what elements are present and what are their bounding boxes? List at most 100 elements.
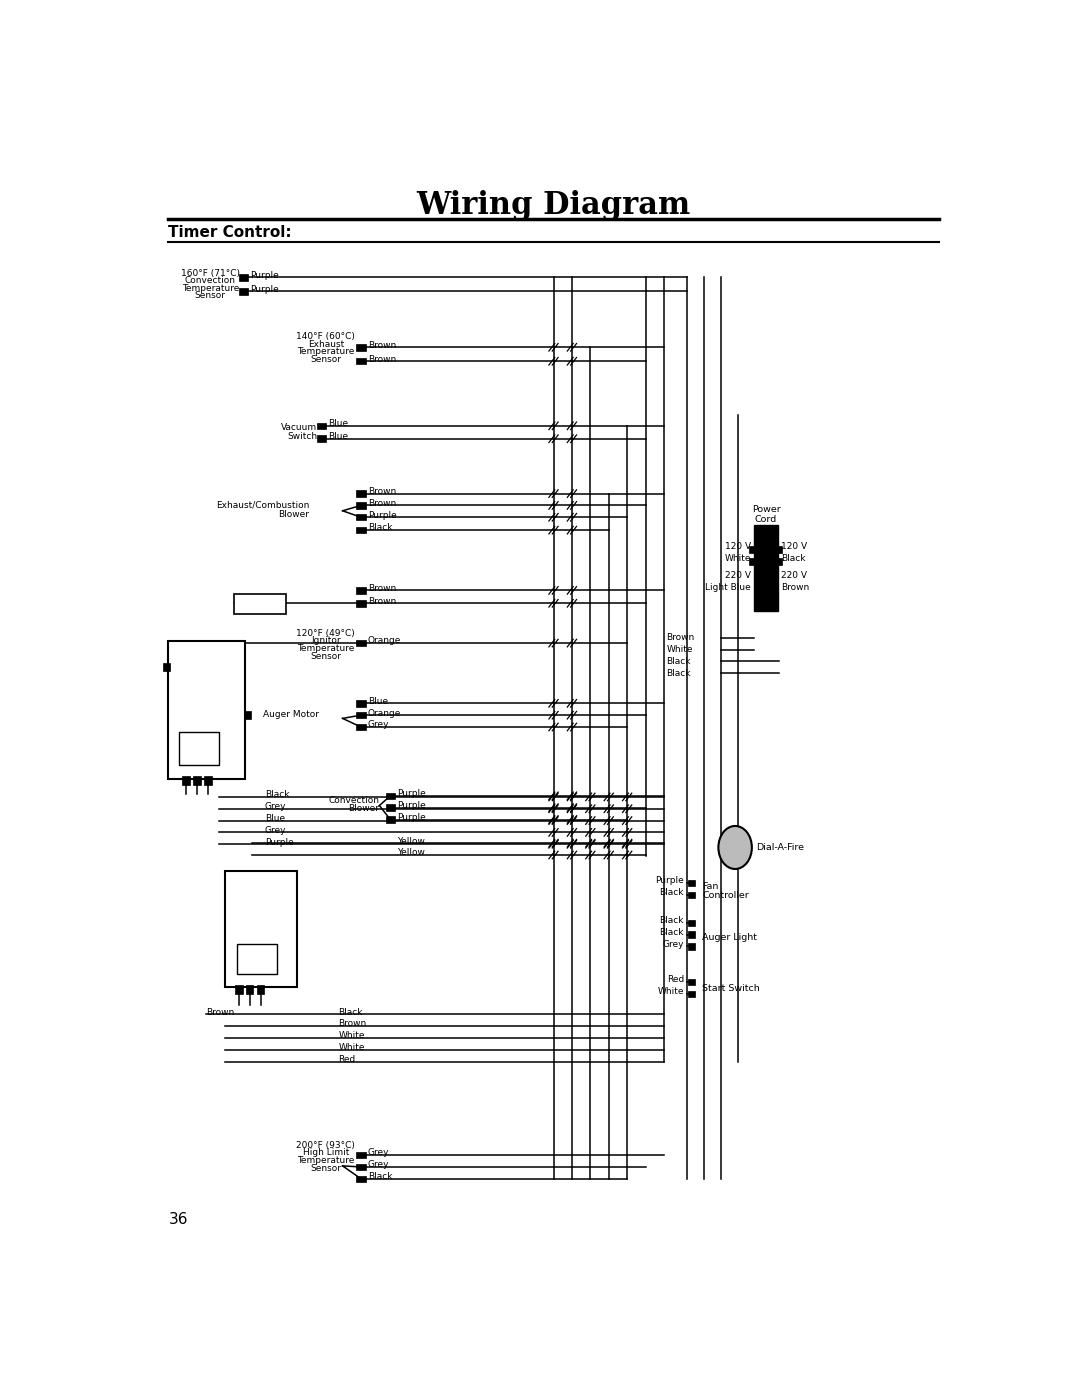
Text: White: White: [658, 988, 684, 996]
Text: 120 V: 120 V: [725, 542, 751, 550]
Text: Purple: Purple: [265, 838, 294, 847]
Bar: [244, 711, 251, 719]
Bar: [233, 594, 285, 615]
Text: Vacuum: Vacuum: [282, 423, 318, 433]
Bar: [356, 587, 366, 594]
Text: Start-Up: Start-Up: [239, 919, 282, 929]
Bar: [688, 979, 696, 985]
Text: Black: Black: [660, 888, 684, 897]
Text: Black: Black: [666, 669, 691, 678]
Bar: [386, 805, 395, 810]
Text: Purple: Purple: [251, 285, 280, 293]
Text: Brown: Brown: [367, 341, 396, 349]
Bar: [775, 546, 782, 553]
Bar: [163, 664, 171, 671]
Text: Switch: Switch: [287, 432, 318, 441]
Text: Purple: Purple: [367, 510, 396, 520]
Bar: [239, 274, 248, 281]
Text: Sensor: Sensor: [310, 1164, 341, 1172]
Text: Temperature: Temperature: [297, 644, 354, 652]
Bar: [386, 816, 395, 823]
Bar: [688, 943, 696, 950]
Text: White: White: [725, 553, 751, 563]
Bar: [235, 985, 243, 993]
Bar: [750, 546, 756, 553]
Text: Brown: Brown: [338, 1020, 366, 1028]
Text: Brown: Brown: [367, 355, 396, 363]
Text: Grey: Grey: [265, 802, 286, 812]
Text: Temperature: Temperature: [297, 346, 354, 356]
Bar: [688, 919, 696, 926]
Bar: [356, 700, 366, 707]
Text: 200°F (93°C): 200°F (93°C): [296, 1141, 355, 1150]
Text: Start Switch: Start Switch: [702, 983, 760, 993]
Bar: [688, 990, 696, 997]
Text: Blower: Blower: [278, 510, 309, 518]
Text: Black: Black: [367, 1172, 392, 1180]
Text: Ignitor: Ignitor: [311, 637, 340, 645]
Bar: [356, 502, 366, 509]
Text: Sensor: Sensor: [194, 291, 226, 300]
Text: Brown: Brown: [367, 499, 396, 507]
Text: Black: Black: [666, 657, 691, 666]
Bar: [257, 985, 265, 993]
Text: Purple: Purple: [251, 271, 280, 279]
Text: Brown: Brown: [781, 583, 809, 592]
Text: Timer Control:: Timer Control:: [168, 225, 292, 240]
Text: Purple: Purple: [397, 800, 426, 810]
Bar: [239, 288, 248, 295]
Text: Temperature: Temperature: [181, 284, 239, 292]
Text: Purple: Purple: [397, 789, 426, 798]
Bar: [356, 358, 366, 365]
Text: Grey: Grey: [367, 1148, 389, 1158]
Text: White: White: [338, 1031, 365, 1041]
Text: 160°F (71°C): 160°F (71°C): [180, 268, 240, 278]
Text: Grey: Grey: [662, 940, 684, 949]
Text: Temperature: Temperature: [297, 1155, 354, 1165]
Text: Timer: Timer: [192, 710, 221, 719]
Text: Brown: Brown: [367, 584, 396, 592]
Text: Convection: Convection: [328, 796, 379, 805]
Text: Orange: Orange: [367, 637, 401, 645]
Bar: [178, 732, 218, 764]
Text: 120°F (49°C): 120°F (49°C): [297, 629, 355, 638]
Text: 36: 36: [168, 1213, 188, 1227]
Bar: [754, 525, 778, 610]
Text: Light Blue: Light Blue: [705, 583, 751, 592]
Text: Auger: Auger: [191, 698, 222, 708]
Bar: [688, 891, 696, 898]
Bar: [356, 490, 366, 497]
Text: Controller: Controller: [702, 891, 750, 901]
Bar: [318, 422, 326, 429]
Text: 220 V: 220 V: [725, 571, 751, 580]
Text: Grey: Grey: [367, 721, 389, 729]
Text: Purple: Purple: [397, 813, 426, 821]
Text: Convection: Convection: [185, 277, 235, 285]
Bar: [183, 777, 190, 785]
Bar: [356, 1153, 366, 1158]
Bar: [356, 640, 366, 647]
Bar: [238, 944, 278, 975]
Text: Power: Power: [752, 506, 781, 514]
Text: Grey: Grey: [367, 1161, 389, 1169]
Bar: [688, 932, 696, 937]
Text: Cord: Cord: [755, 515, 778, 524]
Bar: [193, 777, 201, 785]
Text: Black: Black: [660, 928, 684, 937]
Text: Sensor: Sensor: [310, 355, 341, 363]
Text: Red: Red: [666, 975, 684, 985]
Bar: [356, 514, 366, 521]
Text: Wiring Diagram: Wiring Diagram: [417, 190, 690, 221]
Text: Black: Black: [660, 916, 684, 925]
Text: 120 V: 120 V: [781, 542, 807, 550]
Text: Exhaust: Exhaust: [308, 339, 343, 349]
Text: Blue: Blue: [265, 814, 285, 823]
Text: Black: Black: [265, 791, 289, 799]
Bar: [226, 872, 297, 988]
Text: Yellow: Yellow: [397, 837, 424, 845]
Bar: [356, 724, 366, 731]
Text: Fan: Fan: [702, 882, 719, 891]
Bar: [750, 559, 756, 564]
Text: Exhaust/Combustion: Exhaust/Combustion: [216, 502, 309, 510]
Bar: [386, 792, 395, 799]
